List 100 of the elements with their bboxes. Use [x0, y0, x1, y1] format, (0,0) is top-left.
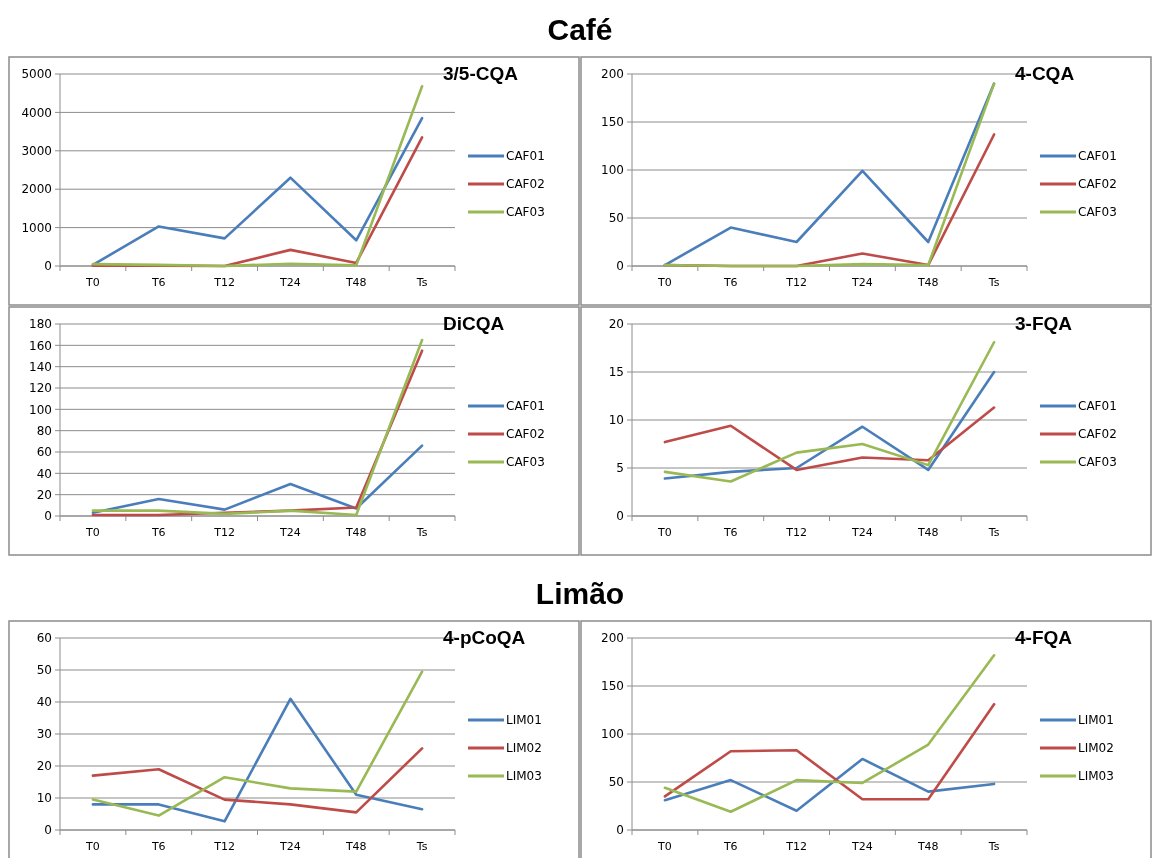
x-tick-label: T6	[722, 840, 738, 853]
y-tick-label: 80	[36, 423, 52, 438]
y-tick-label: 120	[29, 381, 52, 396]
y-tick-label: 0	[44, 823, 52, 838]
y-tick-label: 4000	[21, 105, 52, 120]
x-tick-label: T24	[279, 840, 301, 853]
x-tick-label: T24	[851, 276, 873, 289]
y-tick-label: 140	[29, 359, 52, 374]
y-tick-label: 10	[608, 413, 624, 428]
legend-label: CAF03	[506, 205, 545, 220]
y-tick-label: 1000	[21, 220, 52, 235]
y-tick-label: 10	[36, 791, 52, 806]
legend-label: CAF01	[506, 149, 545, 164]
y-tick-label: 20	[36, 487, 52, 502]
x-tick-label: T24	[279, 276, 301, 289]
legend-label: CAF02	[1078, 177, 1117, 192]
y-tick-label: 20	[36, 759, 52, 774]
y-tick-label: 2000	[21, 182, 52, 197]
x-tick-label: T6	[150, 526, 166, 539]
legend-label: CAF03	[1078, 205, 1117, 220]
x-tick-label: T12	[213, 276, 235, 289]
line-series	[663, 340, 996, 483]
x-tick-label: T24	[851, 526, 873, 539]
text: Limão	[535, 577, 625, 610]
y-tick-label: 5	[616, 461, 624, 476]
x-tick-label: T6	[150, 840, 166, 853]
x-tick-label: Ts	[415, 526, 428, 539]
x-tick-label: T12	[213, 840, 235, 853]
y-tick-label: 160	[29, 338, 52, 353]
chart-title: DiCQA	[443, 313, 505, 334]
y-tick-label: 50	[608, 775, 624, 790]
line-series	[663, 757, 996, 813]
legend-label: LIM01	[1078, 713, 1114, 728]
legend-label: CAF02	[1078, 427, 1117, 442]
x-tick-label: T0	[657, 840, 672, 853]
x-tick-label: Ts	[987, 840, 1000, 853]
x-tick-label: T24	[851, 840, 873, 853]
x-tick-label: Ts	[415, 276, 428, 289]
legend-label: LIM01	[506, 713, 542, 728]
x-tick-label: T0	[85, 526, 100, 539]
x-tick-label: T6	[150, 276, 166, 289]
x-tick-label: T48	[916, 840, 939, 853]
y-tick-label: 100	[29, 402, 52, 417]
y-tick-label: 40	[36, 695, 52, 710]
y-tick-label: 0	[616, 823, 624, 838]
x-tick-label: T48	[344, 840, 367, 853]
y-tick-label: 0	[44, 509, 52, 524]
x-tick-label: Ts	[987, 526, 1000, 539]
chart-title: 3/5-CQA	[443, 63, 519, 84]
y-tick-label: 30	[36, 727, 52, 742]
legend-label: CAF01	[506, 399, 545, 414]
text: Café	[547, 13, 613, 46]
y-tick-label: 0	[616, 509, 624, 524]
y-tick-label: 180	[29, 317, 52, 332]
x-tick-label: T0	[85, 840, 100, 853]
legend-label: LIM02	[1078, 741, 1114, 756]
legend-label: CAF03	[1078, 455, 1117, 470]
x-tick-label: T12	[785, 526, 807, 539]
line-series	[91, 747, 424, 814]
line-series	[91, 84, 424, 268]
legend-label: CAF01	[1078, 149, 1117, 164]
chart-title: 4-CQA	[1015, 63, 1075, 84]
line-series	[663, 406, 996, 472]
y-tick-label: 200	[601, 631, 624, 646]
x-tick-label: Ts	[415, 840, 428, 853]
y-tick-label: 200	[601, 67, 624, 82]
x-tick-label: T0	[85, 276, 100, 289]
legend-label: CAF02	[506, 177, 545, 192]
y-tick-label: 50	[36, 663, 52, 678]
y-tick-label: 20	[608, 317, 624, 332]
y-tick-label: 5000	[21, 67, 52, 82]
chart-title: 4-pCoQA	[443, 627, 526, 648]
x-tick-label: T12	[213, 526, 235, 539]
y-tick-label: 150	[601, 115, 624, 130]
legend-label: LIM02	[506, 741, 542, 756]
y-tick-label: 50	[608, 211, 624, 226]
chart-title: 3-FQA	[1015, 313, 1073, 334]
y-tick-label: 40	[36, 466, 52, 481]
line-series	[91, 670, 424, 817]
x-tick-label: T6	[722, 526, 738, 539]
y-tick-label: 3000	[21, 144, 52, 158]
line-series	[663, 653, 996, 814]
x-tick-label: T48	[916, 526, 939, 539]
x-tick-label: T12	[785, 840, 807, 853]
x-tick-label: T0	[657, 526, 672, 539]
line-series	[663, 702, 996, 801]
x-tick-label: T0	[657, 276, 672, 289]
y-tick-label: 100	[601, 727, 624, 742]
x-tick-label: T48	[916, 276, 939, 289]
y-tick-label: 60	[36, 445, 52, 460]
x-tick-label: T24	[279, 526, 301, 539]
legend-label: LIM03	[506, 769, 542, 784]
line-series	[91, 444, 424, 515]
x-tick-label: T6	[722, 276, 738, 289]
line-series	[91, 697, 424, 823]
y-tick-label: 0	[616, 259, 624, 274]
x-tick-label: T12	[785, 276, 807, 289]
y-tick-label: 15	[608, 365, 624, 380]
legend-label: CAF01	[1078, 399, 1117, 414]
x-tick-label: T48	[344, 526, 367, 539]
